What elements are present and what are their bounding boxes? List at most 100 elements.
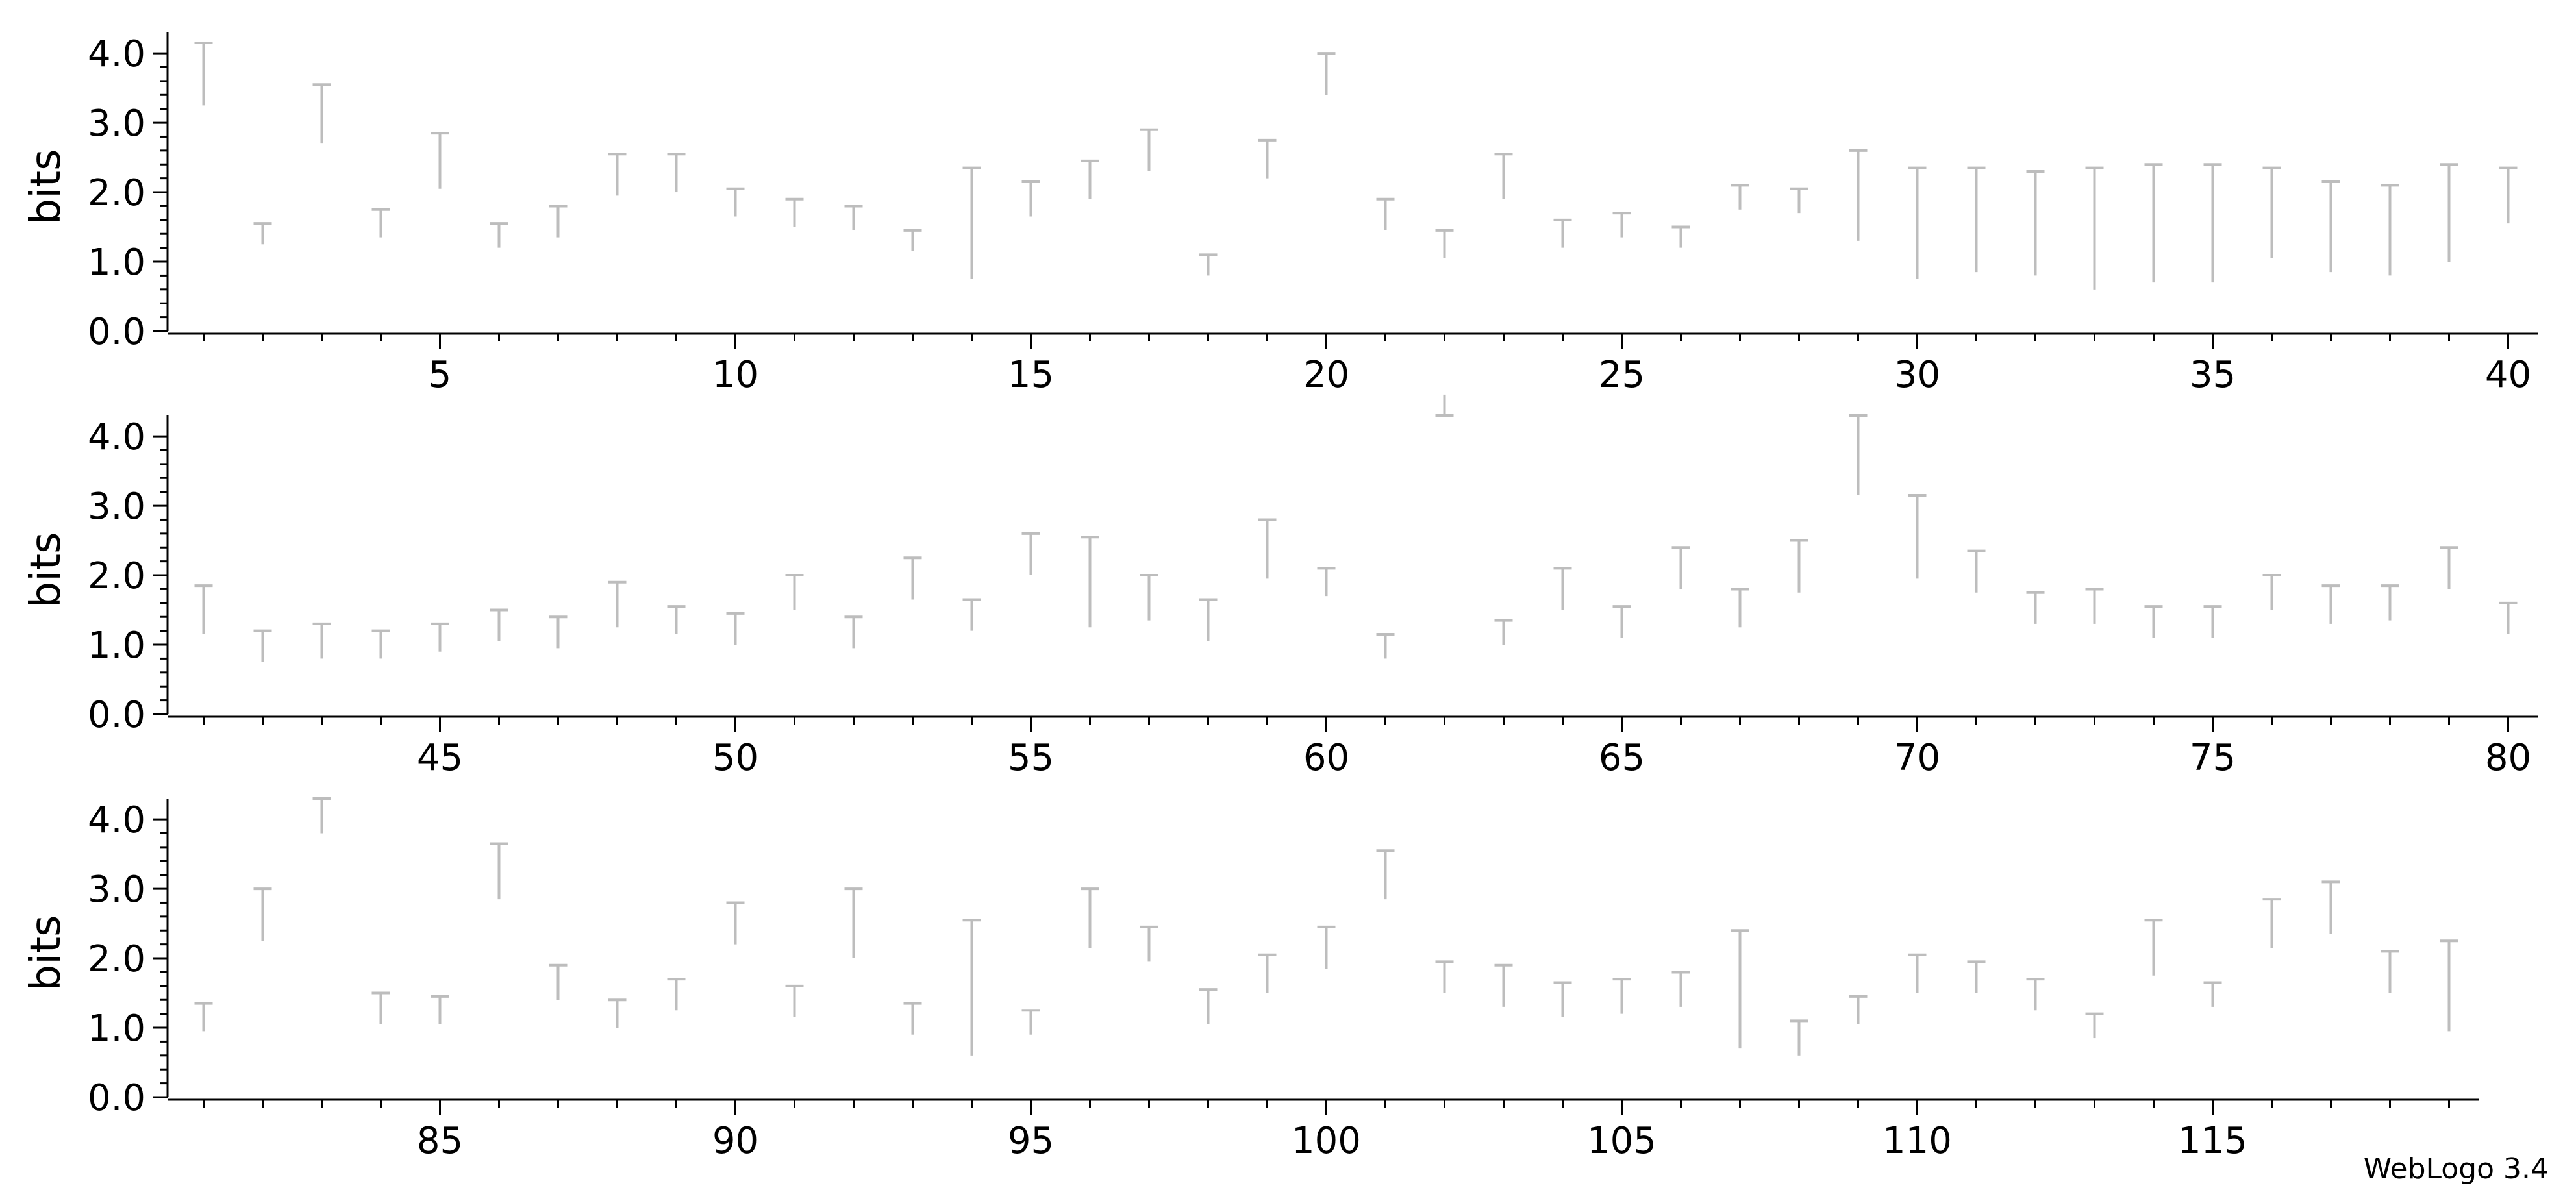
stack-pos-103: SRYL <box>1494 963 1513 1007</box>
y-axis-title: bits <box>22 915 70 991</box>
stack-pos-101: LIF <box>1376 849 1395 900</box>
stack-pos-28: YILF <box>1790 187 1808 214</box>
stack-pos-102: SYRE <box>1435 960 1454 993</box>
stack-pos-66: YVLFY <box>1671 546 1690 589</box>
stack-pos-110: SGF <box>1908 953 1927 993</box>
x-tick-label: 15 <box>1008 354 1054 396</box>
x-tick-label: 105 <box>1587 1120 1657 1162</box>
stack-pos-80: TSEQ <box>2499 601 2518 634</box>
stack-pos-111: LEK <box>1967 960 1986 993</box>
y-tick-label: 3.0 <box>88 103 145 145</box>
stack-pos-113: TSVM <box>2085 1012 2104 1039</box>
stack-pos-30: D <box>1908 166 1927 279</box>
stack-pos-21: EAPK <box>1376 197 1395 230</box>
y-tick-label: 4.0 <box>88 416 145 458</box>
stack-pos-5: QML <box>431 132 449 189</box>
stack-pos-61: EVK <box>1376 632 1395 659</box>
stack-pos-93: KEQ <box>903 1002 922 1035</box>
stack-pos-55: SGD <box>1021 532 1040 576</box>
stack-pos-31: VE <box>1967 166 1986 273</box>
stack-pos-79: MFL <box>2440 546 2458 589</box>
stack-pos-109: SKNE <box>1849 995 1868 1024</box>
stack-pos-35: I <box>2203 163 2222 283</box>
logo-row-3: 0.0 1.0 2.0 3.0 4.0 bits 85 90 95 100 105 110 115 SNK… <box>22 797 2479 1162</box>
stack-pos-39: RNE <box>2440 163 2458 262</box>
stack-pos-9: NHGD <box>667 153 686 193</box>
stack-pos-65: ESKR <box>1612 605 1631 638</box>
stack-pos-69: W <box>1849 414 1868 496</box>
stack-pos-3: MNK <box>312 83 331 144</box>
stack-pos-18: SAV <box>1199 253 1218 276</box>
stack-pos-107: I <box>1731 929 1749 1049</box>
stack-pos-83: VTW <box>312 797 331 834</box>
x-tick-label: 10 <box>712 354 758 396</box>
x-tick-label: 40 <box>2485 354 2531 396</box>
stack-pos-26: SAHK <box>1671 225 1690 248</box>
credit-label: WebLogo 3.4 <box>2364 1152 2549 1185</box>
stack-pos-58: EDS <box>1199 598 1218 641</box>
stack-pos-59: SDNG <box>1258 518 1277 579</box>
y-tick-label: 0.0 <box>88 694 145 736</box>
stack-pos-86: SYCF <box>490 842 508 900</box>
stack-pos-72: SRNK <box>2026 591 2045 624</box>
stack-pos-116: VFLT <box>2262 898 2281 948</box>
stack-pos-75: ESGR <box>2203 605 2222 638</box>
x-tick-label: 70 <box>1894 737 1940 779</box>
stack-pos-117: YRF <box>2321 880 2340 934</box>
stack-pos-67: EKSR <box>1731 588 1749 628</box>
stack-pos-84: SGK <box>371 991 390 1024</box>
x-tick-label: 50 <box>712 737 758 779</box>
stack-pos-38: KGA <box>2381 184 2399 276</box>
stack-pos-115: ESQH <box>2203 981 2222 1007</box>
stack-pos-13: ESKTL <box>903 229 922 251</box>
x-tick-label: 85 <box>417 1120 463 1162</box>
stack-pos-4: TESV <box>371 208 390 238</box>
stack-pos-95: QTKE <box>1021 1009 1040 1035</box>
stack-pos-36: IE <box>2262 166 2281 258</box>
stack-pos-20: P <box>1317 52 1336 95</box>
stack-pos-27: NTYH <box>1731 184 1749 210</box>
stack-pos-106: SEND <box>1671 971 1690 1007</box>
stack-pos-15: GQFN <box>1021 180 1040 217</box>
stack-pos-104: YKSD <box>1553 981 1572 1017</box>
stack-pos-51: VMAL <box>785 574 804 610</box>
y-axis-title: bits <box>22 532 70 608</box>
stack-pos-22: TSEKA <box>1435 229 1454 258</box>
stack-pos-54: KSRE <box>962 598 981 631</box>
stack-pos-37: SRE <box>2321 180 2340 273</box>
stack-pos-49: KSEL <box>667 605 686 634</box>
stack-pos-118: NKRD <box>2381 950 2399 993</box>
stack-pos-53: MAIL <box>903 556 922 600</box>
stack-pos-105: SNEG <box>1612 978 1631 1014</box>
y-tick-label: 3.0 <box>88 486 145 528</box>
logo-row-1: 0.0 1.0 2.0 3.0 4.0 bits 5 10 15 20 25 30 35 40 F EQF MN… <box>22 32 2538 396</box>
stack-pos-7: SRANP <box>549 205 568 238</box>
stack-pos-16: YWER <box>1081 159 1099 199</box>
x-tick-label: 60 <box>1303 737 1349 779</box>
y-axis-title: bits <box>22 149 70 225</box>
stack-pos-90: MKNH <box>726 901 745 945</box>
stack-pos-82: NG <box>253 887 272 941</box>
stack-pos-97: ED <box>1140 925 1158 962</box>
x-tick-label: 35 <box>2190 354 2236 396</box>
stack-pos-52: KEVI <box>844 615 863 649</box>
stack-pos-68: VYFY <box>1790 539 1808 593</box>
stack-pos-23: SKDHF <box>1494 153 1513 199</box>
stack-pos-6: SHKT <box>490 222 508 248</box>
x-tick-label: 115 <box>2178 1120 2247 1162</box>
stack-pos-45: ESKA <box>431 622 449 652</box>
stack-pos-48: DSG <box>608 580 627 628</box>
stack-pos-8: TMLS <box>608 153 627 196</box>
stack-pos-63: ESKY <box>1494 619 1513 645</box>
x-tick-label: 25 <box>1599 354 1645 396</box>
x-tick-label: 45 <box>417 737 463 779</box>
stack-pos-14: IV <box>962 166 981 279</box>
stack-pos-81: SNKG <box>194 1002 213 1032</box>
stack-pos-10: SDNV <box>726 187 745 217</box>
y-tick-label: 1.0 <box>88 625 145 667</box>
stack-pos-2: EQF <box>253 222 272 245</box>
stack-pos-70: GD <box>1908 494 1927 579</box>
x-tick-label: 5 <box>429 354 452 396</box>
y-tick-label: 4.0 <box>88 799 145 841</box>
logo-row-2: 0.0 1.0 2.0 3.0 4.0 bits 45 50 55 60 65 70 75 80 KSNEP… <box>22 394 2538 779</box>
